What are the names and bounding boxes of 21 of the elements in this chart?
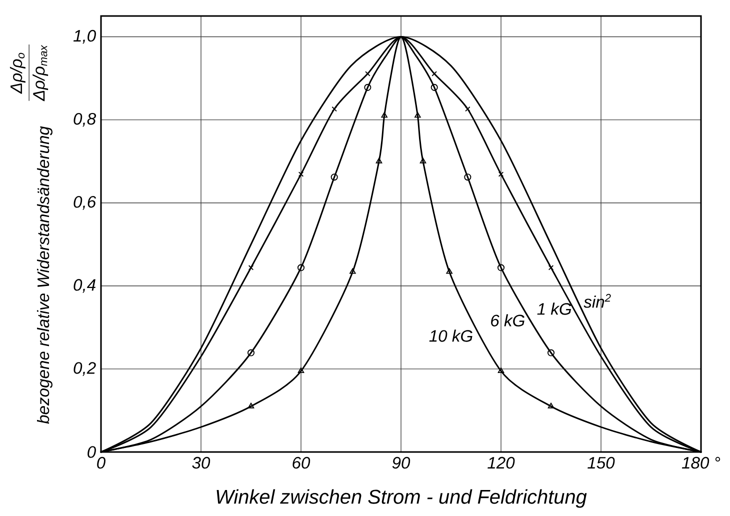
- series-label: sin$^{2}$: [584, 294, 611, 308]
- x-tick-label: 30: [192, 456, 210, 469]
- series-label: 6 kG: [491, 314, 524, 326]
- y-tick-label: 0,2: [74, 362, 96, 376]
- x-tick-label: 180 °: [682, 456, 720, 469]
- y-tick-label: 0: [88, 446, 96, 458]
- text: Δρ/ρ$_{o}$: [10, 52, 26, 94]
- series-label: 1 kG: [537, 302, 572, 315]
- y-tick-label: 0,6: [74, 196, 96, 210]
- x-tick-label: 90: [392, 456, 410, 469]
- x-tick-label: 150: [588, 456, 615, 469]
- x-tick-label: 0: [97, 456, 106, 469]
- y-axis-title: bezogene relative Widerstandsänderung: [36, 126, 52, 424]
- series-label: 10 kG: [429, 330, 472, 342]
- y-tick-label: 0,4: [74, 279, 96, 293]
- x-tick-label: 60: [292, 456, 310, 469]
- y-tick-label: 1,0: [73, 30, 96, 44]
- x-axis-title: Winkel zwischen Strom - und Feldrichtung: [216, 489, 587, 508]
- x-tick-label: 120: [488, 456, 515, 469]
- y-tick-label: 0,8: [74, 112, 96, 127]
- text: Δρ/ρ$_{max}$: [32, 44, 48, 102]
